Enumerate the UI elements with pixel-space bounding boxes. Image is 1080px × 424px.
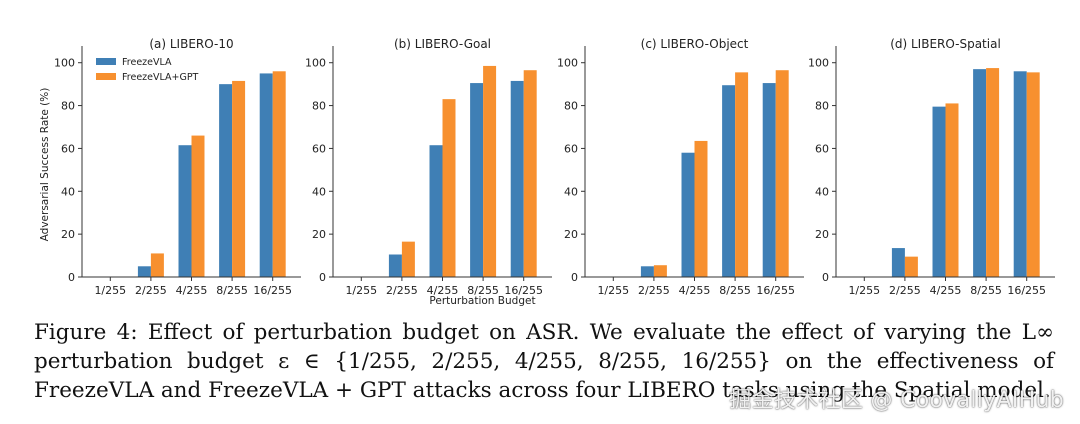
x-tick-label: 2/255 [638,284,670,297]
y-tick-label: 40 [312,185,326,198]
y-tick-label: 60 [564,142,578,155]
x-tick-label: 2/255 [889,284,921,297]
y-tick-label: 40 [61,185,75,198]
bar-freezevla [640,266,654,277]
bar-freezevla-gpt [1026,72,1040,277]
x-tick-label: 16/255 [756,284,795,297]
y-tick-label: 60 [61,142,75,155]
y-tick-label: 20 [312,228,326,241]
bar-freezevla [388,254,402,277]
bar-freezevla [722,85,736,277]
bar-freezevla [510,80,524,277]
chart-title: (d) LIBERO-Spatial [890,37,1001,51]
y-axis-label: Adversarial Success Rate (%) [39,88,51,242]
bar-freezevla-gpt [442,99,456,278]
x-tick-label: 8/255 [970,284,1002,297]
y-tick-label: 20 [61,228,75,241]
x-tick-label: 1/255 [94,284,126,297]
bar-freezevla-gpt [735,72,749,277]
legend-label: FreezeVLA [122,57,172,68]
bar-freezevla [429,145,443,277]
bar-freezevla-gpt [694,140,708,277]
x-axis-label: Perturbation Budget [429,295,535,307]
y-tick-label: 0 [319,271,326,284]
chart-title: (c) LIBERO-Object [641,37,749,51]
chart-panel-2: (b) LIBERO-Goal 0 20 40 60 80 100 1/255 2/255 4/2… [305,37,552,307]
y-tick-label: 40 [564,185,578,198]
chart-title: (a) LIBERO-10 [149,37,233,51]
y-tick-label: 100 [305,57,326,70]
bar-freezevla-gpt [523,70,537,277]
bar-freezevla [470,83,484,277]
bar-freezevla [973,69,987,278]
x-tick-label: 16/255 [504,284,543,297]
x-tick-label: 1/255 [345,284,377,297]
bar-freezevla-gpt [401,241,415,277]
bar-freezevla-gpt [483,65,497,277]
bar-freezevla-gpt [945,103,959,277]
bar-freezevla-gpt [232,80,246,277]
bar-freezevla [259,73,273,277]
bar-freezevla [932,106,946,278]
x-tick-label: 4/255 [930,284,962,297]
chart-panel-3: (c) LIBERO-Object 0 20 40 60 80 100 1/255 2/255 4… [557,37,804,297]
x-tick-label: 1/255 [597,284,629,297]
x-tick-label: 8/255 [216,284,248,297]
y-tick-label: 40 [815,185,829,198]
bar-freezevla [178,145,192,277]
x-tick-label: 16/255 [253,284,292,297]
y-tick-label: 0 [68,271,75,284]
legend-label: FreezeVLA+GPT [122,72,199,83]
figure-caption: Figure 4: Effect of perturbation budget … [34,318,1054,405]
caption-prefix: Figure 4: [34,320,138,345]
x-tick-label: 16/255 [1007,284,1046,297]
bar-freezevla [1013,71,1027,278]
watermark: 掘金技术社区 @ CoovallyAIHub [729,388,1064,413]
y-tick-label: 80 [312,100,326,113]
chart-panel-4: (d) LIBERO-Spatial 0 20 40 60 80 100 1/255 2/255… [808,37,1055,297]
y-tick-label: 80 [564,100,578,113]
bar-freezevla-gpt [653,265,667,277]
x-tick-label: 4/255 [176,284,208,297]
bar-freezevla [681,152,695,277]
figure-4-bar-charts: (a) LIBERO-10 0 20 40 60 80 100 1/255 2/255 4/255… [39,37,1055,307]
bar-freezevla [137,266,151,277]
x-tick-label: 2/255 [386,284,418,297]
bar-freezevla-gpt [986,68,1000,277]
y-tick-label: 0 [822,271,829,284]
bar-freezevla-gpt [150,253,164,277]
x-tick-label: 4/255 [427,284,459,297]
bar-freezevla [762,83,776,277]
legend-swatch [96,58,116,65]
x-tick-label: 8/255 [719,284,751,297]
y-tick-label: 100 [54,57,75,70]
chart-title: (b) LIBERO-Goal [394,37,491,51]
x-tick-label: 2/255 [135,284,167,297]
bar-freezevla [219,84,233,278]
y-tick-label: 60 [312,142,326,155]
y-tick-label: 20 [564,228,578,241]
y-tick-label: 80 [815,100,829,113]
x-tick-label: 8/255 [467,284,499,297]
y-tick-label: 80 [61,100,75,113]
chart-panel-1: (a) LIBERO-10 0 20 40 60 80 100 1/255 2/255 4/255… [39,37,301,297]
bar-freezevla-gpt [904,256,918,277]
y-tick-label: 0 [571,271,578,284]
caption-body: Effect of perturbation budget on ASR. We… [34,320,1054,403]
y-tick-label: 60 [815,142,829,155]
bar-freezevla [891,248,905,277]
legend-swatch [96,73,116,80]
bar-freezevla-gpt [775,70,789,277]
y-tick-label: 100 [808,57,829,70]
bar-freezevla-gpt [272,71,286,278]
y-tick-label: 20 [815,228,829,241]
x-tick-label: 4/255 [679,284,711,297]
y-tick-label: 100 [557,57,578,70]
bar-freezevla-gpt [191,135,205,277]
x-tick-label: 1/255 [848,284,880,297]
